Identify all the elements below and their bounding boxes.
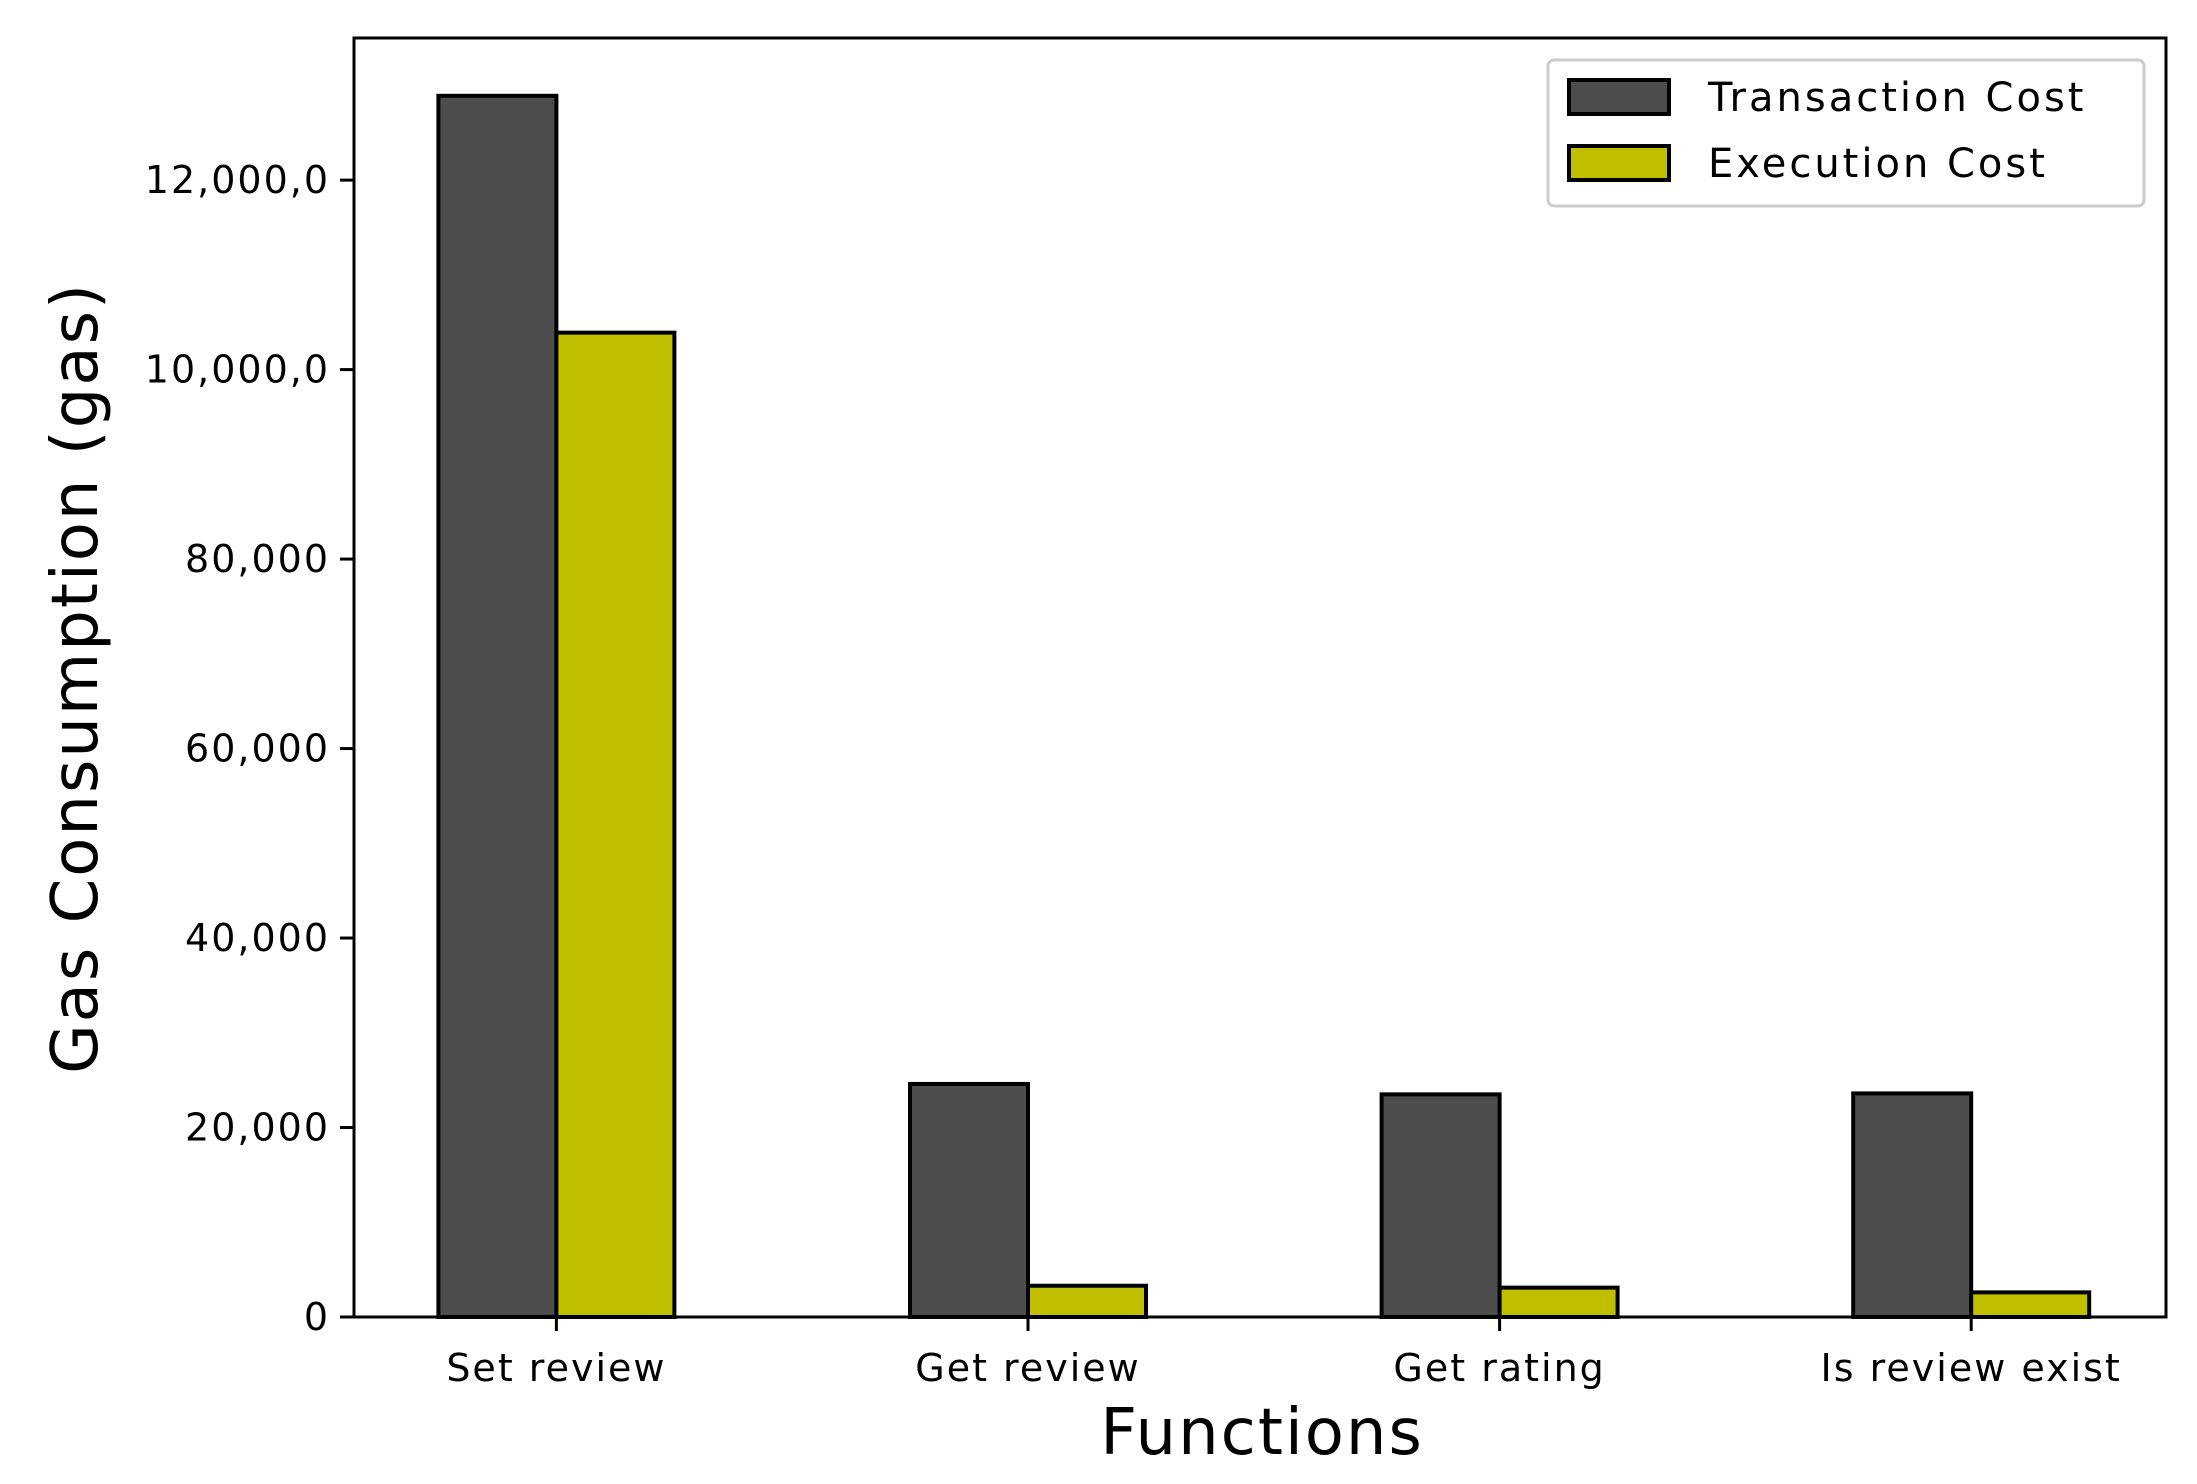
bar-execution-cost-is-review-exist: [1969, 1290, 2092, 1320]
x-tick-label-get-rating: Get rating: [1393, 1346, 1605, 1390]
legend-frame: [1546, 58, 2146, 208]
bars-layer: [436, 93, 2092, 1320]
bar-transaction-cost-get-rating: [1379, 1092, 1502, 1319]
y-tick-label: 12,000,0: [145, 158, 330, 202]
legend-label-execution-cost: Execution Cost: [1708, 141, 2048, 187]
bar-transaction-cost-set-review: [436, 93, 559, 1319]
bar-transaction-cost-is-review-exist: [1851, 1091, 1974, 1320]
legend: Transaction Cost Execution Cost: [1546, 58, 2146, 208]
bar-execution-cost-get-review: [1026, 1283, 1148, 1320]
bar-execution-cost-set-review: [554, 330, 677, 1320]
bar-execution-cost-get-rating: [1497, 1285, 1620, 1319]
y-tick-label: 40,000: [185, 916, 330, 960]
bar-transaction-cost-get-review: [908, 1081, 1030, 1319]
x-tick-label-is-review-exist: Is review exist: [1821, 1346, 2122, 1390]
y-axis: 0 20,000 40,000 60,000 80,000 10,000,0 12,000,…: [145, 158, 354, 1339]
y-tick-label: 0: [304, 1295, 330, 1339]
y-tick-label: 80,000: [185, 537, 330, 581]
legend-swatch-transaction-cost: [1567, 78, 1671, 116]
x-axis: Set review Get review Get rating Is review …: [446, 1317, 2122, 1390]
y-tick-label: 60,000: [185, 727, 330, 771]
x-tick-label-set-review: Set review: [446, 1346, 666, 1390]
legend-swatch-execution-cost: [1567, 144, 1671, 182]
y-tick-label: 20,000: [185, 1106, 330, 1150]
x-axis-title: Functions: [1100, 1396, 1424, 1470]
legend-label-transaction-cost: Transaction Cost: [1707, 75, 2086, 121]
x-tick-label-get-review: Get review: [915, 1346, 1140, 1390]
plot-area-frame: [352, 36, 2168, 1319]
y-tick-label: 10,000,0: [145, 348, 330, 392]
y-axis-title: Gas Consumption (gas): [39, 282, 113, 1074]
